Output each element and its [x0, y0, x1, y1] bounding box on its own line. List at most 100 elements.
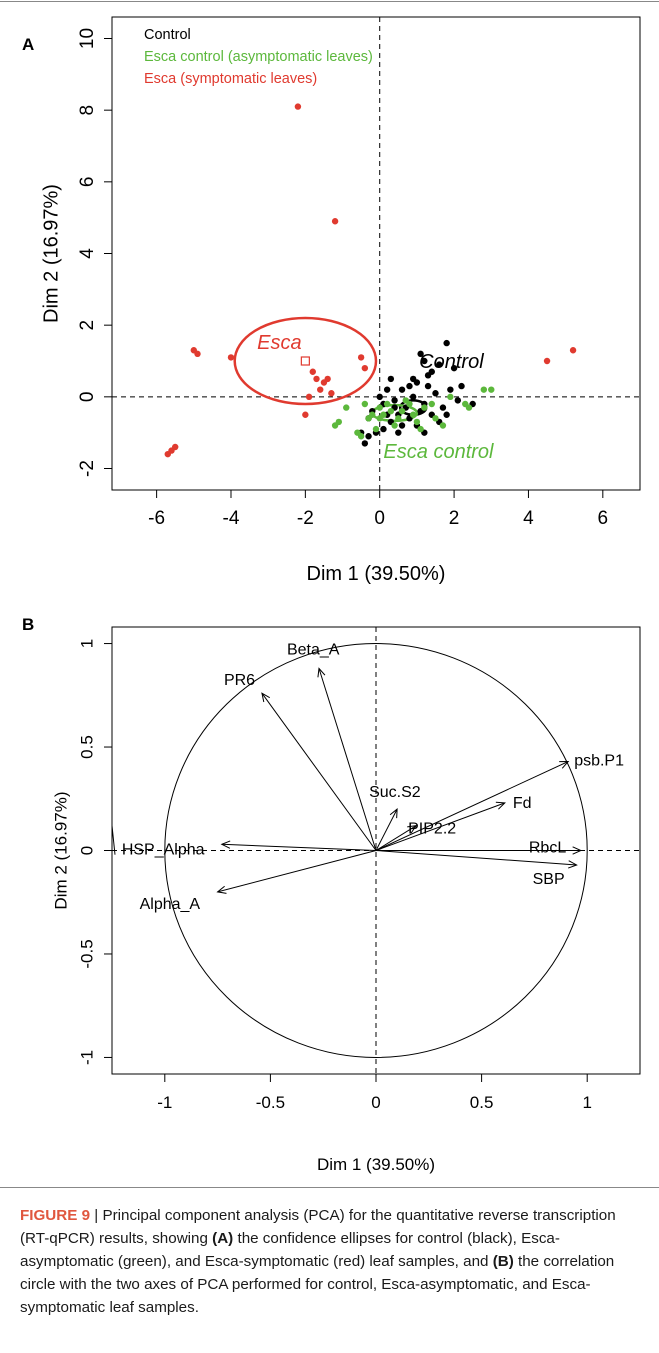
- data-point: [361, 364, 369, 372]
- variable-arrow: [375, 825, 417, 851]
- data-point: [376, 415, 383, 422]
- y-tick-label: 6: [77, 177, 98, 188]
- variable-arrow: [375, 761, 569, 851]
- variable-label: PIP2.2: [408, 821, 456, 838]
- data-point: [439, 422, 447, 429]
- data-point: [357, 433, 365, 440]
- x-tick-label: 4: [523, 508, 534, 529]
- data-point: [488, 386, 495, 393]
- arrow-head: [559, 760, 570, 769]
- panel-label: B: [22, 615, 34, 634]
- data-point: [387, 407, 395, 415]
- data-point: [398, 386, 406, 393]
- data-point: [194, 350, 201, 358]
- data-point: [413, 418, 421, 426]
- data-point: [380, 425, 387, 433]
- x-tick-label: -6: [148, 508, 165, 529]
- data-point: [294, 103, 302, 110]
- data-point: [309, 368, 316, 375]
- data-point: [454, 397, 462, 404]
- data-point: [443, 339, 450, 347]
- variable-label: psb.P1: [574, 753, 624, 770]
- data-point: [409, 411, 417, 418]
- x-tick-label: -4: [223, 508, 240, 529]
- data-point: [465, 404, 473, 411]
- data-point: [439, 404, 447, 411]
- x-tick-label: 2: [449, 508, 460, 529]
- plot-frame: [111, 16, 641, 491]
- arrow-head: [389, 808, 398, 819]
- data-point: [302, 411, 309, 418]
- variable-label: Alpha_A: [140, 896, 201, 913]
- data-point: [398, 407, 406, 415]
- data-point: [409, 393, 417, 401]
- data-point: [395, 415, 402, 422]
- variable-arrow: [375, 808, 398, 851]
- y-tick-label: 0: [77, 392, 98, 403]
- caption-text-1: Principal component analysis (PCA) for t…: [20, 1207, 616, 1247]
- variable-label: PR6: [224, 672, 255, 689]
- data-point: [421, 357, 428, 365]
- data-point: [443, 411, 450, 418]
- data-point: [436, 361, 443, 368]
- data-point: [428, 400, 435, 408]
- data-point: [383, 386, 391, 393]
- top-rule: [0, 1, 659, 2]
- data-point: [543, 357, 551, 365]
- data-point: [313, 375, 320, 383]
- legend-entry: Control: [144, 27, 191, 43]
- x-axis-label: Dim 1 (39.50%): [317, 1155, 435, 1174]
- variable-label: HSP_Alpha: [122, 841, 205, 858]
- x-tick-label: 0: [374, 508, 385, 529]
- variable-label: SBP: [533, 871, 565, 888]
- x-axis-label: Dim 1 (39.50%): [307, 563, 446, 585]
- data-point: [569, 347, 577, 354]
- data-point: [372, 425, 380, 433]
- data-point: [335, 418, 343, 426]
- x-tick-label: 0.5: [470, 1093, 494, 1112]
- data-point: [331, 218, 339, 225]
- x-tick-label: -1: [157, 1093, 172, 1112]
- data-point: [398, 422, 406, 429]
- ellipse-label: Esca: [257, 332, 301, 354]
- variable-label: Suc.S2: [369, 784, 421, 801]
- data-point: [227, 354, 235, 361]
- data-point: [376, 404, 383, 411]
- arrow-head: [568, 860, 578, 869]
- variable-label: RbcL: [529, 840, 566, 857]
- pca-individuals-plot: -6 -4 -2 0 2 4 6 -2 0 2 4 6 8 10 Dim 1 (39.50%) Dim 2 (…: [22, 16, 641, 585]
- data-point: [406, 382, 413, 390]
- caption-rule: [0, 1187, 659, 1188]
- y-tick-label: -0.5: [77, 939, 96, 968]
- y-axis-label: Dim 2 (16.97%): [40, 184, 62, 323]
- data-point: [432, 390, 439, 397]
- caption-separator: |: [90, 1207, 103, 1224]
- panel-label: A: [22, 35, 34, 54]
- data-point: [450, 364, 458, 372]
- data-point: [376, 393, 383, 401]
- y-tick-label: -2: [77, 460, 98, 477]
- data-point: [317, 386, 324, 393]
- data-point: [305, 393, 313, 401]
- data-point: [447, 386, 454, 393]
- data-point: [343, 404, 350, 411]
- caption-text-3: the correlation circle with the two axes…: [20, 1253, 615, 1316]
- x-tick-label: -2: [297, 508, 314, 529]
- data-point: [365, 433, 372, 440]
- data-point: [357, 354, 365, 361]
- variable-arrow: [375, 850, 577, 866]
- arrow-head: [216, 885, 227, 894]
- data-point: [395, 429, 402, 436]
- x-tick-label: -0.5: [256, 1093, 285, 1112]
- variable-label: Beta_A: [287, 641, 340, 658]
- data-point: [421, 404, 428, 411]
- variable-arrow: [221, 843, 377, 851]
- data-point: [447, 393, 454, 401]
- arrow-head: [407, 825, 418, 834]
- data-point: [458, 382, 465, 390]
- data-point: [424, 382, 432, 390]
- caption-ref-b: (B): [492, 1253, 514, 1270]
- x-tick-label: 6: [598, 508, 609, 529]
- x-tick-label: 0: [371, 1093, 380, 1112]
